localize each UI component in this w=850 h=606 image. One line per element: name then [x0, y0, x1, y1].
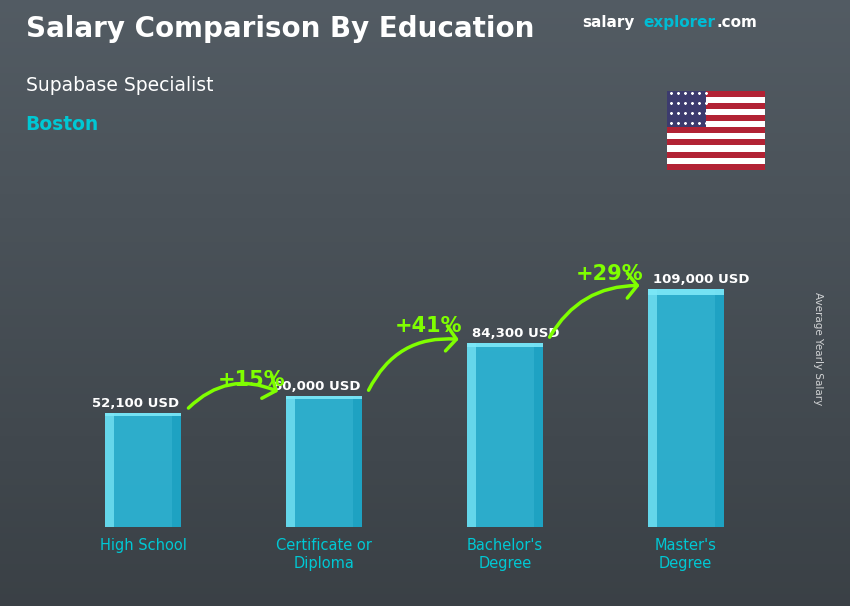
- Bar: [286, 396, 362, 399]
- Bar: [715, 289, 723, 527]
- Bar: [105, 413, 114, 527]
- Text: Salary Comparison By Education: Salary Comparison By Education: [26, 15, 534, 43]
- Bar: [353, 396, 362, 527]
- Bar: [648, 289, 723, 295]
- Bar: [667, 127, 765, 133]
- Text: +29%: +29%: [576, 264, 643, 284]
- Bar: [667, 91, 706, 127]
- Bar: [667, 121, 765, 127]
- Bar: [667, 91, 765, 97]
- Bar: [467, 343, 543, 347]
- Text: 84,300 USD: 84,300 USD: [473, 327, 560, 339]
- Text: 52,100 USD: 52,100 USD: [93, 397, 179, 410]
- Text: 109,000 USD: 109,000 USD: [653, 273, 750, 285]
- Bar: [667, 152, 765, 158]
- Bar: [648, 289, 723, 527]
- Bar: [667, 103, 765, 109]
- Bar: [667, 97, 765, 103]
- Bar: [667, 109, 765, 115]
- Text: +41%: +41%: [395, 316, 462, 336]
- Text: Supabase Specialist: Supabase Specialist: [26, 76, 213, 95]
- Text: .com: .com: [717, 15, 757, 30]
- Text: 60,000 USD: 60,000 USD: [274, 380, 360, 393]
- Text: salary: salary: [582, 15, 635, 30]
- Bar: [667, 145, 765, 152]
- FancyArrowPatch shape: [189, 375, 276, 408]
- Bar: [534, 343, 543, 527]
- Bar: [286, 396, 295, 527]
- Text: Boston: Boston: [26, 115, 99, 134]
- FancyArrowPatch shape: [550, 273, 638, 337]
- Bar: [286, 396, 362, 527]
- Bar: [467, 343, 476, 527]
- Bar: [667, 115, 765, 121]
- Bar: [667, 139, 765, 145]
- Bar: [105, 413, 181, 416]
- Bar: [667, 133, 765, 139]
- Bar: [172, 413, 181, 527]
- Text: +15%: +15%: [218, 370, 286, 390]
- Bar: [667, 158, 765, 164]
- FancyArrowPatch shape: [369, 326, 456, 390]
- Text: explorer: explorer: [643, 15, 716, 30]
- Bar: [667, 164, 765, 170]
- Bar: [648, 289, 657, 527]
- Text: Average Yearly Salary: Average Yearly Salary: [813, 292, 823, 405]
- Bar: [467, 343, 543, 527]
- Bar: [105, 413, 181, 527]
